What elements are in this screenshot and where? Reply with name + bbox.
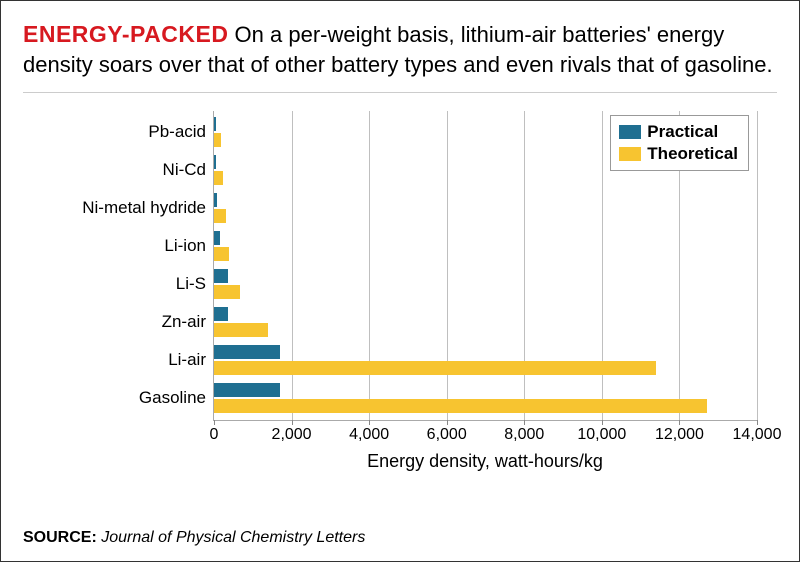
bar-practical [214,117,216,131]
headline-title: ENERGY-PACKED [23,21,228,47]
x-tick [447,420,448,425]
legend-item: Practical [619,121,738,143]
category-label: Pb-acid [148,122,214,142]
category-label: Li-air [168,350,214,370]
legend-swatch [619,147,641,161]
x-tick-label: 12,000 [655,426,704,444]
x-tick [757,420,758,425]
bar-theoretical [214,171,223,185]
category-label: Gasoline [139,388,214,408]
category-row: Zn-air [214,303,757,341]
bar-theoretical [214,361,656,375]
category-row: Ni-metal hydride [214,189,757,227]
x-tick-label: 6,000 [427,426,467,444]
x-tick [292,420,293,425]
legend-item: Theoretical [619,143,738,165]
category-row: Li-air [214,341,757,379]
headline: ENERGY-PACKED On a per-weight basis, lit… [23,19,777,93]
x-tick-label: 4,000 [349,426,389,444]
legend-label: Practical [647,121,718,143]
x-tick-label: 8,000 [504,426,544,444]
x-axis-label: Energy density, watt-hours/kg [213,451,757,472]
legend-label: Theoretical [647,143,738,165]
source-line: SOURCE: Journal of Physical Chemistry Le… [23,529,365,547]
bar-practical [214,307,228,321]
x-tick-label: 10,000 [577,426,626,444]
bar-practical [214,383,280,397]
category-label: Li-S [176,274,214,294]
bar-practical [214,231,220,245]
x-tick [602,420,603,425]
bar-practical [214,269,228,283]
x-tick [369,420,370,425]
bar-theoretical [214,323,268,337]
figure-frame: ENERGY-PACKED On a per-weight basis, lit… [0,0,800,562]
category-label: Zn-air [162,312,214,332]
category-label: Ni-Cd [163,160,214,180]
bar-practical [214,155,216,169]
bar-theoretical [214,247,229,261]
x-tick [214,420,215,425]
gridline [757,111,758,420]
bar-practical [214,345,280,359]
x-tick-label: 0 [210,426,219,444]
legend-swatch [619,125,641,139]
bar-theoretical [214,399,707,413]
x-tick-label: 14,000 [733,426,782,444]
x-tick-label: 2,000 [272,426,312,444]
bar-practical [214,193,217,207]
bar-theoretical [214,133,221,147]
source-value: Journal of Physical Chemistry Letters [101,529,365,546]
source-label: SOURCE: [23,529,97,546]
plot-area: PracticalTheoretical 02,0004,0006,0008,0… [213,111,757,421]
x-tick [679,420,680,425]
chart: PracticalTheoretical 0 2,000 4,000 6,000 8,0… [23,103,777,473]
category-row: Gasoline [214,379,757,417]
legend: PracticalTheoretical [610,115,749,171]
bar-theoretical [214,285,240,299]
x-tick [524,420,525,425]
category-row: Li-ion [214,227,757,265]
category-row: Li-S [214,265,757,303]
category-label: Li-ion [164,236,214,256]
category-label: Ni-metal hydride [82,198,214,218]
bar-theoretical [214,209,226,223]
